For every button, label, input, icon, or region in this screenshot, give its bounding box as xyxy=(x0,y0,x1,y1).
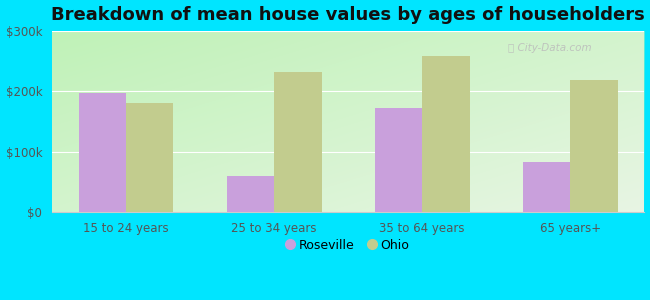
Bar xyxy=(79,93,126,212)
Bar xyxy=(523,162,571,212)
Bar xyxy=(227,176,274,212)
Bar xyxy=(571,80,618,212)
Text: ⓘ City-Data.com: ⓘ City-Data.com xyxy=(508,43,592,52)
Bar xyxy=(126,103,174,212)
Bar xyxy=(274,72,322,212)
Legend: Roseville, Ohio: Roseville, Ohio xyxy=(282,233,414,256)
Title: Breakdown of mean house values by ages of householders: Breakdown of mean house values by ages o… xyxy=(51,6,645,24)
Bar xyxy=(375,108,422,212)
Bar xyxy=(422,56,470,212)
